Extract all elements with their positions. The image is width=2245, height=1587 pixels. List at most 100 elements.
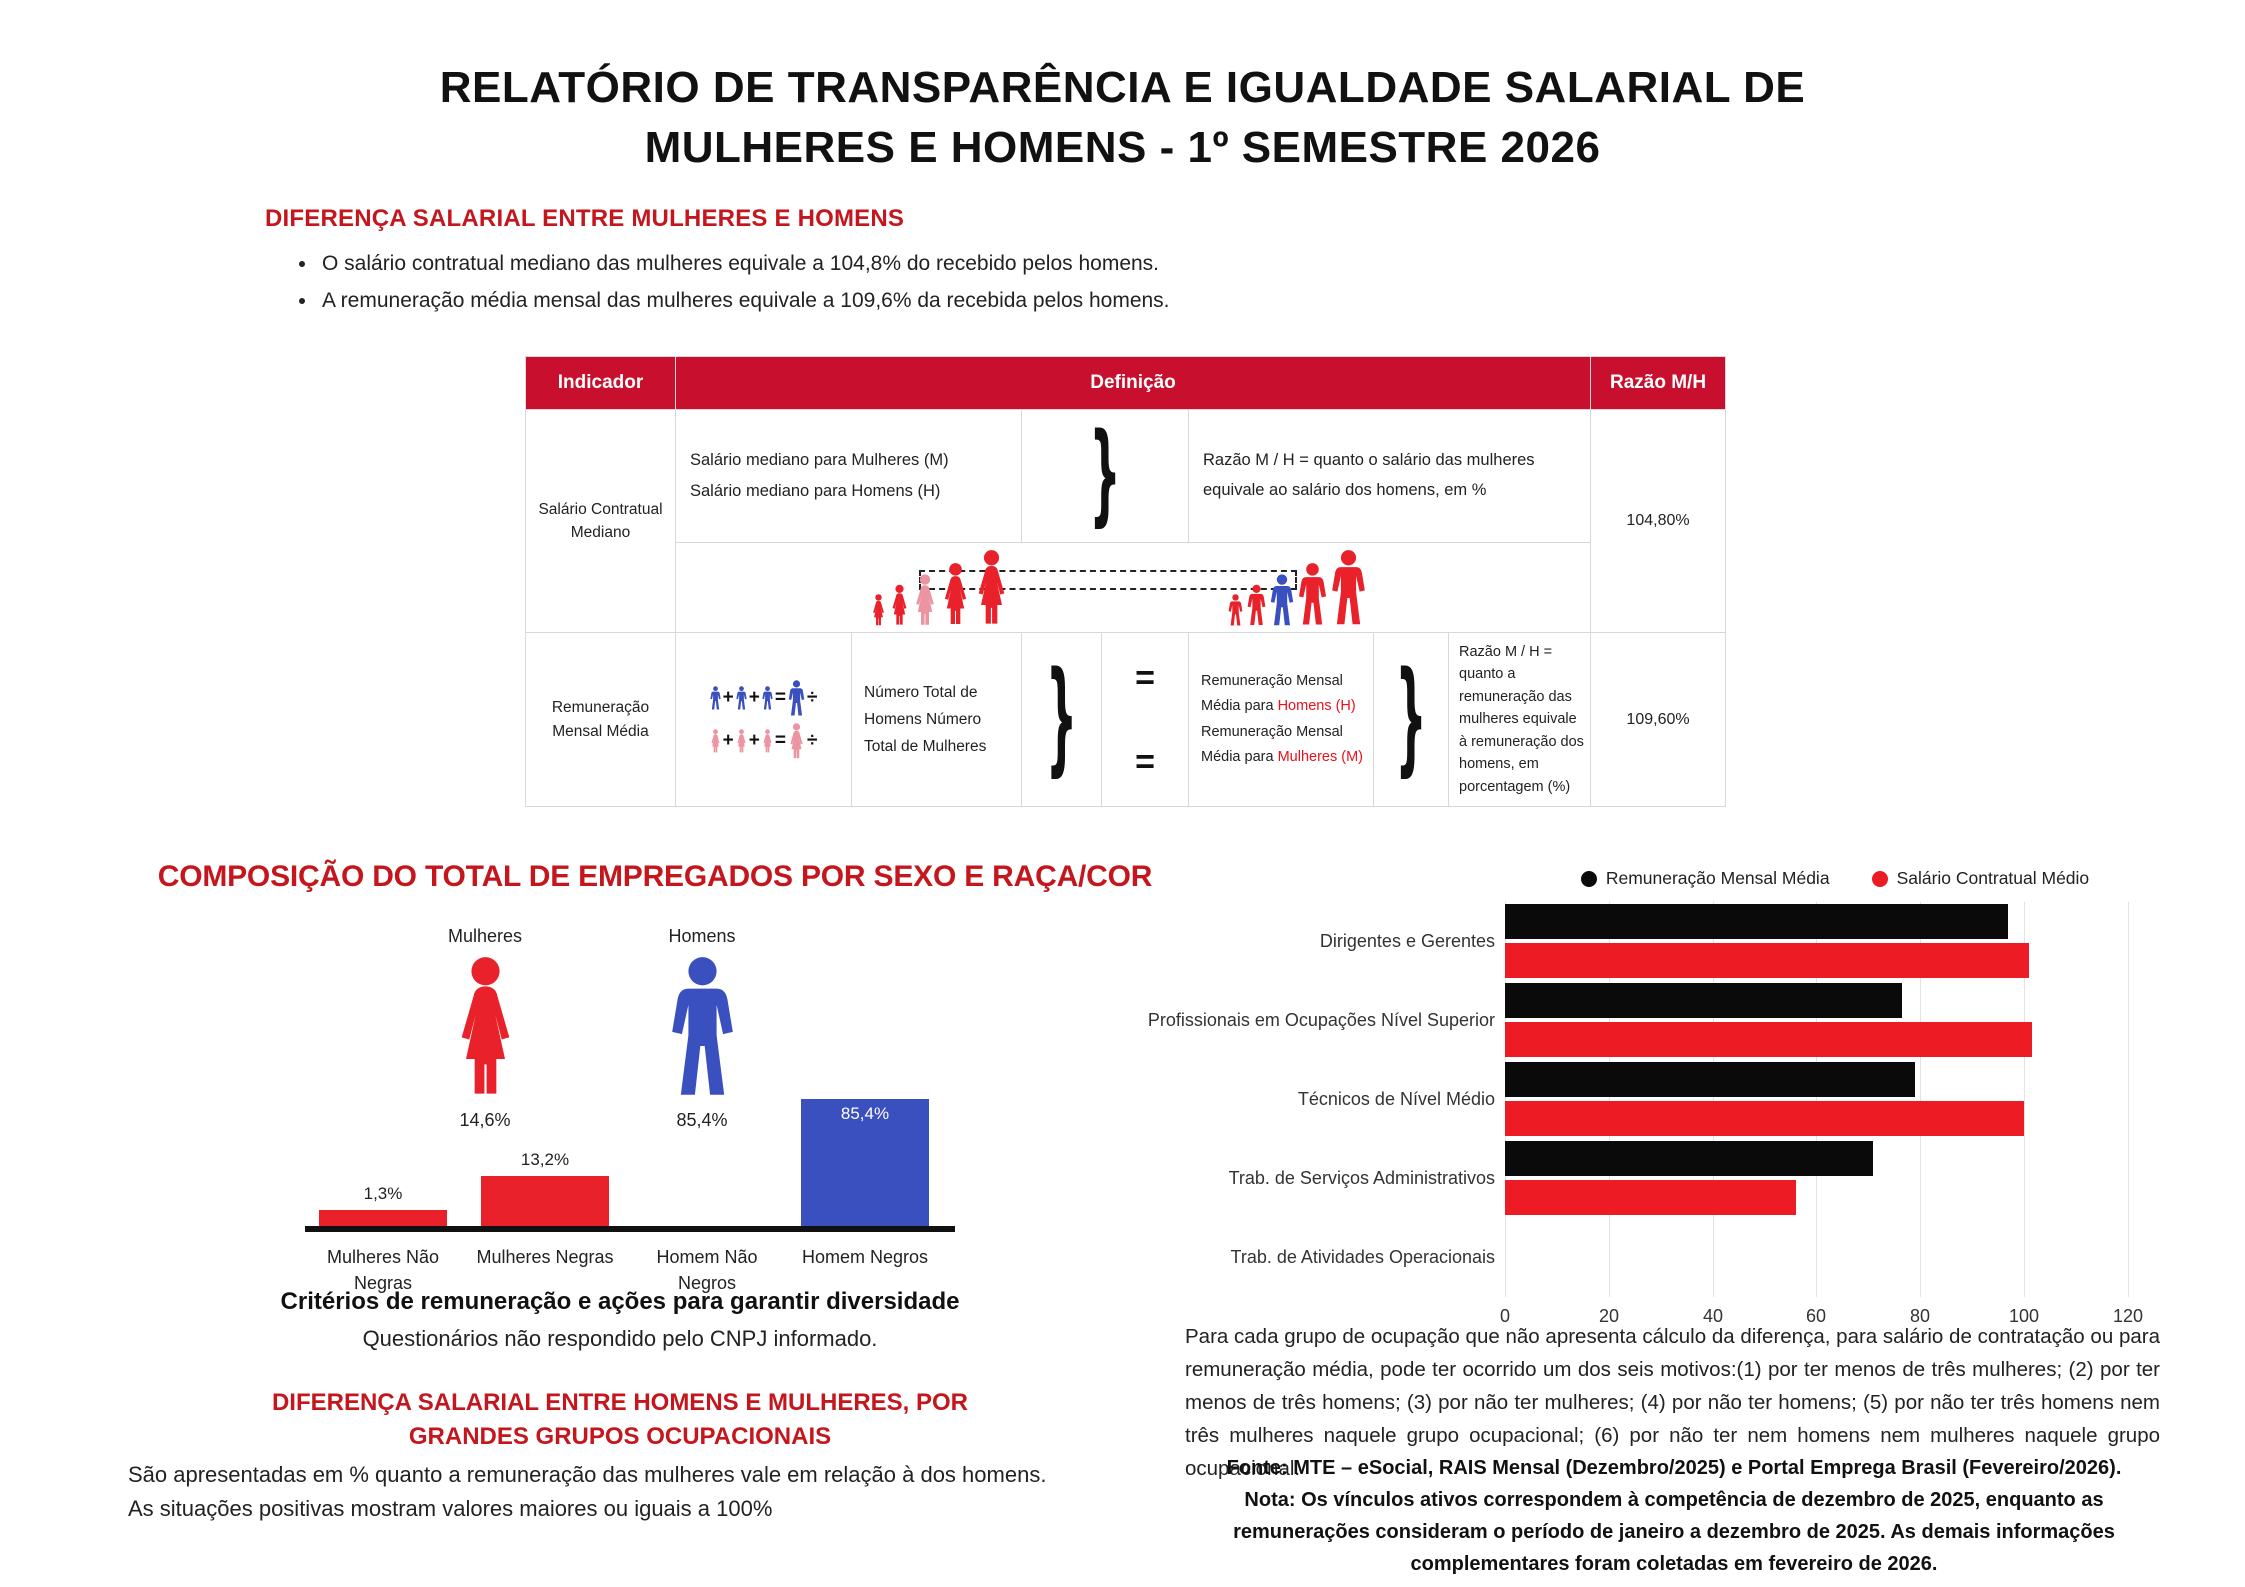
fonte-line: Fonte: MTE – eSocial, RAIS Mensal (Dezem… xyxy=(1226,1457,2122,1479)
gridline xyxy=(1713,902,1714,1297)
woman-icon xyxy=(871,594,886,626)
x-axis-tick-label: 40 xyxy=(1702,1306,1724,1326)
plus-icon: + xyxy=(722,687,734,709)
table-row-remuneracao-media: Remuneração Mensal Média + + = ÷ xyxy=(525,631,1727,808)
legend-dot-icon xyxy=(1580,870,1597,887)
equals-icon: = xyxy=(1135,658,1155,697)
salario-bar xyxy=(1505,1180,1796,1215)
composition-bar-column: 85,4% xyxy=(800,1099,930,1226)
woman-icon xyxy=(974,549,1009,626)
plus-icon: + xyxy=(748,730,760,752)
man-icon xyxy=(1228,594,1243,626)
big-man-icon xyxy=(788,680,805,716)
composition-category-label: Mulheres Negras xyxy=(476,1247,614,1267)
bar-value-label-inside: 85,4% xyxy=(840,1104,890,1123)
composition-category-label: Homem Negros xyxy=(801,1247,929,1267)
section-heading-composicao: COMPOSIÇÃO DO TOTAL DE EMPREGADOS POR SE… xyxy=(157,860,1153,893)
composition-bar-chart: 1,3% 13,2% 85,4% Mulheres Não Negras Mulher… xyxy=(305,1080,955,1320)
indicador-salario-contratual: Salário Contratual Mediano xyxy=(525,409,676,633)
mulheres-percentage: 14,6% xyxy=(459,1110,511,1130)
x-axis-tick-label: 100 xyxy=(2008,1306,2040,1326)
formula-row-homens: + + = ÷ xyxy=(678,680,849,716)
occupation-category-label: Dirigentes e Gerentes xyxy=(1319,931,1495,951)
divide-icon: ÷ xyxy=(806,730,818,752)
gridline xyxy=(2128,902,2129,1297)
remuneracao-bar xyxy=(1505,1062,1915,1097)
x-axis-tick-label: 20 xyxy=(1598,1306,1620,1326)
bullet-salario-mediano: O salário contratual mediano das mulhere… xyxy=(318,252,1170,276)
legend-label: Remuneração Mensal Média xyxy=(1605,868,1830,888)
legend-label: Salário Contratual Médio xyxy=(1896,868,2090,888)
remuneracao-bar xyxy=(1505,904,2008,939)
gridline xyxy=(1505,902,1506,1297)
remuneracao-bar xyxy=(1505,983,1902,1018)
median-figures-cell xyxy=(674,542,1592,633)
big-woman-icon xyxy=(788,723,805,759)
occupation-category-label: Profissionais em Ocupações Nível Superio… xyxy=(1147,1010,1495,1030)
salario-bar xyxy=(1505,1101,2024,1136)
brace-cell-1: } xyxy=(1021,409,1189,543)
motivos-paragraph: Para cada grupo de ocupação que não apre… xyxy=(1185,1325,2160,1480)
indicador-remuneracao-media: Remuneração Mensal Média xyxy=(525,631,676,808)
man-icon xyxy=(736,686,747,710)
equals-icon: = xyxy=(774,687,786,709)
curly-brace-icon: } xyxy=(1089,411,1121,539)
composition-category-label: Mulheres Não Negras xyxy=(326,1247,440,1293)
curly-brace-icon: } xyxy=(1045,646,1078,790)
valor-razao-mediano: 104,80% xyxy=(1590,409,1727,633)
indicator-table: Indicador Definição Razão M/H Salário Co… xyxy=(525,356,1727,808)
bar-value-label: 1,3% xyxy=(363,1184,403,1203)
woman-icon-large xyxy=(453,956,518,1097)
equals-icon: = xyxy=(774,730,786,752)
ocupacional-heading-line1: DIFERENÇA SALARIAL ENTRE HOMENS E MULHER… xyxy=(271,1389,969,1416)
composition-bar xyxy=(319,1210,447,1226)
man-icon-large xyxy=(670,956,735,1097)
nota-line: Nota: Os vínculos ativos correspondem à … xyxy=(1233,1489,2115,1575)
remuneracao-definicao-cell: Remuneração Mensal Média para Homens (H)… xyxy=(1188,631,1374,808)
man-icon xyxy=(1331,549,1366,626)
table-row-salario-mediano: Salário Contratual Mediano Salário media… xyxy=(525,409,1727,633)
legend-item: Salário Contratual Médio xyxy=(1871,868,2090,889)
chart-x-axis-ticks: 0 20 40 60 80 100 120 xyxy=(1500,1306,2165,1330)
composition-bar-column: 13,2% xyxy=(480,1150,610,1226)
bullet-remuneracao-media: A remuneração média mensal das mulheres … xyxy=(318,289,1170,313)
composition-bar xyxy=(481,1176,609,1226)
definicao-salario-mediano: Salário mediano para Mulheres (M) Salári… xyxy=(675,409,1022,543)
mulheres-label: Mulheres xyxy=(447,926,523,946)
def-line-mulheres: Salário mediano para Mulheres (M) xyxy=(690,450,949,469)
divide-icon: ÷ xyxy=(806,687,818,709)
men-group-illustration xyxy=(1228,549,1366,626)
occupational-groups-chart: Remuneração Mensal Média Salário Contratu… xyxy=(1050,866,2230,1326)
woman-icon xyxy=(913,574,937,626)
equals-icon: = xyxy=(1135,742,1155,781)
section-heading-diferenca-salarial: DIFERENÇA SALARIAL ENTRE MULHERES E HOME… xyxy=(265,205,905,232)
man-icon xyxy=(762,686,773,710)
women-group-illustration xyxy=(871,549,1009,626)
occupation-category-label: Técnicos de Nível Médio xyxy=(1297,1089,1495,1109)
ocupacional-par-line1: São apresentadas em % quanto a remuneraç… xyxy=(128,1462,1047,1487)
woman-icon xyxy=(941,562,970,626)
composition-chart-plot: 1,3% 13,2% 85,4% xyxy=(305,1080,955,1232)
occupation-category-label: Trab. de Atividades Operacionais xyxy=(1230,1247,1495,1267)
occupation-category-label: Trab. de Serviços Administrativos xyxy=(1228,1168,1495,1188)
ocupacional-par-line2: As situações positivas mostram valores m… xyxy=(128,1496,773,1521)
diferenca-bullet-list: O salário contratual mediano das mulhere… xyxy=(318,252,1170,326)
equals-cell: = = xyxy=(1101,631,1189,808)
composition-bar: 85,4% xyxy=(801,1099,929,1226)
plus-icon: + xyxy=(722,730,734,752)
razao-definicao-mediano: Razão M / H = quanto o salário das mulhe… xyxy=(1187,409,1592,543)
page-title-line2: MULHERES E HOMENS - 1º SEMESTRE 2026 xyxy=(644,123,1601,172)
chart-legend: Remuneração Mensal Média Salário Contratu… xyxy=(1505,868,2165,889)
plus-icon: + xyxy=(748,687,760,709)
formula-icons-cell: + + = ÷ + + = xyxy=(675,631,852,808)
formula-row-mulheres: + + = ÷ xyxy=(678,723,849,759)
valor-razao-media: 109,60% xyxy=(1590,631,1727,808)
woman-icon xyxy=(890,584,909,626)
criterios-text: Questionários não respondido pelo CNPJ i… xyxy=(362,1326,878,1351)
homens-percentage: 85,4% xyxy=(676,1110,728,1130)
x-axis-tick-label: 0 xyxy=(1499,1306,1510,1326)
composition-category-label: Homem Não Negros xyxy=(656,1247,758,1293)
man-icon xyxy=(1247,584,1266,626)
legend-dot-icon xyxy=(1871,870,1888,887)
